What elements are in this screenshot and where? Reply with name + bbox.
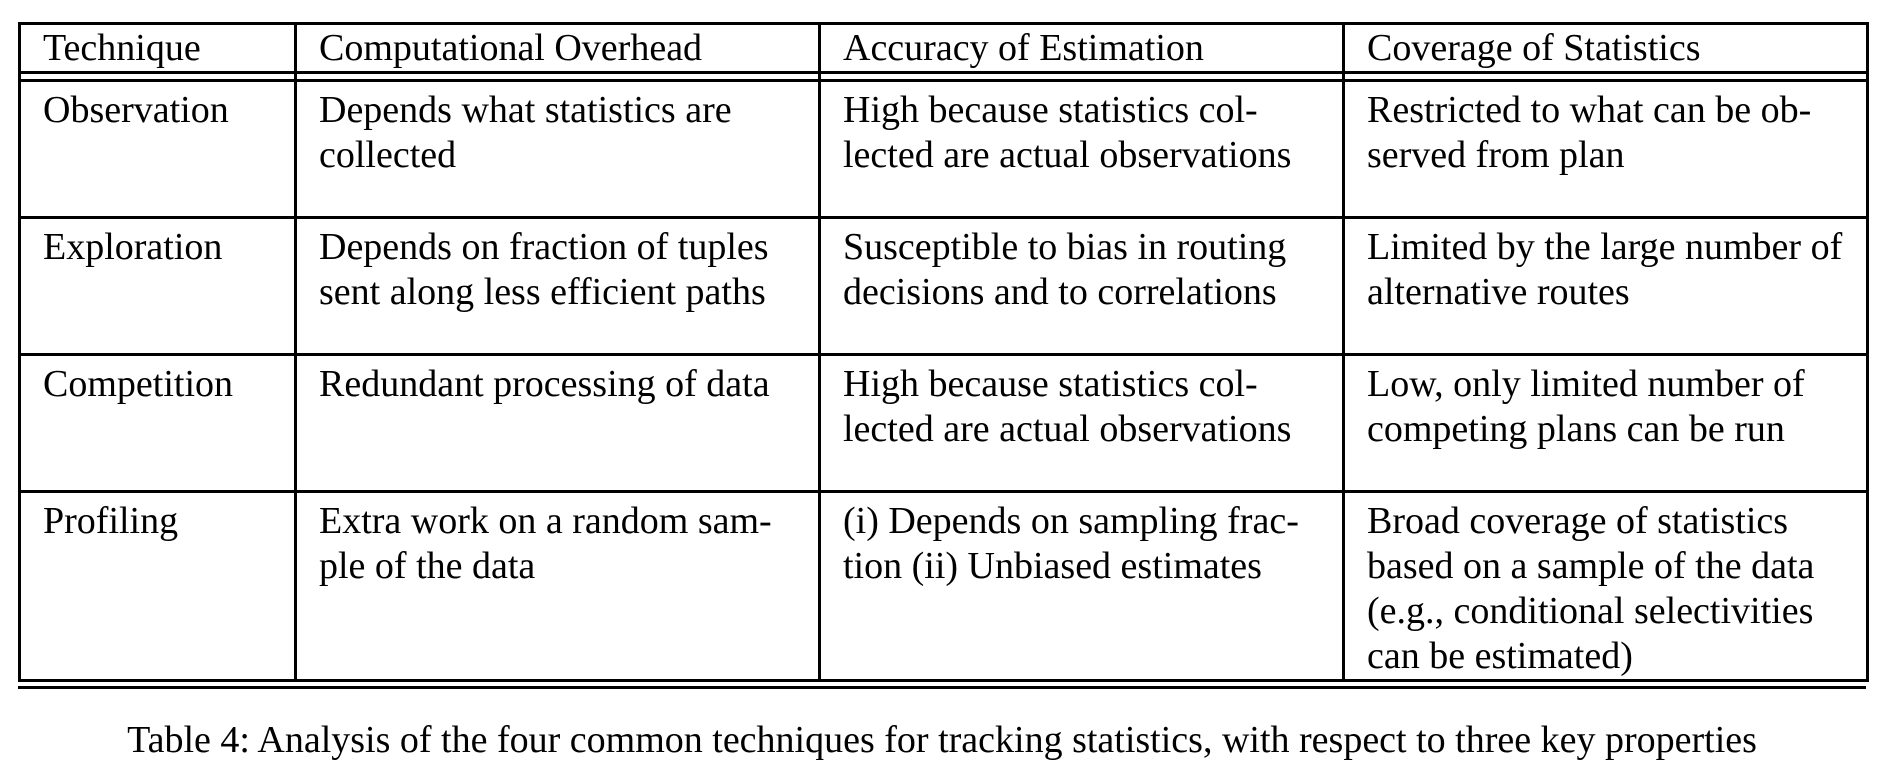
- cell-accuracy: High because statistics col-lected are a…: [818, 79, 1345, 219]
- table-caption: Table 4: Analysis of the four common tec…: [127, 719, 1757, 761]
- statistics-techniques-table: Technique Computational Overhead Accurac…: [18, 22, 1869, 682]
- statistics-table-container: Technique Computational Overhead Accurac…: [18, 22, 1869, 682]
- cell-technique: Profiling: [18, 491, 297, 682]
- cell-coverage: Low, only limited number of competing pl…: [1342, 354, 1869, 493]
- cell-accuracy: High because statistics col-lected are a…: [818, 354, 1345, 493]
- table-row-competition: Competition Redundant processing of data…: [18, 354, 1869, 493]
- table-row-observation: Observation Depends what statistics are …: [18, 79, 1869, 219]
- header-accuracy-of-estimation: Accuracy of Estimation: [818, 22, 1345, 74]
- header-computational-overhead: Computational Overhead: [294, 22, 821, 74]
- cell-overhead: Extra work on a random sam-ple of the da…: [294, 491, 821, 682]
- table-row-exploration: Exploration Depends on fraction of tuple…: [18, 217, 1869, 356]
- cell-technique: Competition: [18, 354, 297, 493]
- table-header: Technique Computational Overhead Accurac…: [18, 22, 1869, 74]
- cell-coverage: Restricted to what can be ob-served from…: [1342, 79, 1869, 219]
- cell-overhead: Redundant processing of data: [294, 354, 821, 493]
- cell-coverage: Broad coverage of statistics based on a …: [1342, 491, 1869, 682]
- header-coverage-of-statistics: Coverage of Statistics: [1342, 22, 1869, 74]
- header-technique: Technique: [18, 22, 297, 74]
- cell-accuracy: Susceptible to bias in routing decisions…: [818, 217, 1345, 356]
- cell-coverage: Limited by the large number of alternati…: [1342, 217, 1869, 356]
- cell-overhead: Depends what statistics are collected: [294, 79, 821, 219]
- cell-technique: Observation: [18, 79, 297, 219]
- cell-overhead: Depends on fraction of tuples sent along…: [294, 217, 821, 356]
- table-bottom-rule: [18, 686, 1866, 689]
- table-body: Observation Depends what statistics are …: [18, 72, 1869, 682]
- table-row-profiling: Profiling Extra work on a random sam-ple…: [18, 491, 1869, 682]
- header-double-rule-gap: [18, 72, 1869, 81]
- cell-technique: Exploration: [18, 217, 297, 356]
- header-row: Technique Computational Overhead Accurac…: [18, 22, 1869, 74]
- cell-accuracy: (i) Depends on sampling frac-tion (ii) U…: [818, 491, 1345, 682]
